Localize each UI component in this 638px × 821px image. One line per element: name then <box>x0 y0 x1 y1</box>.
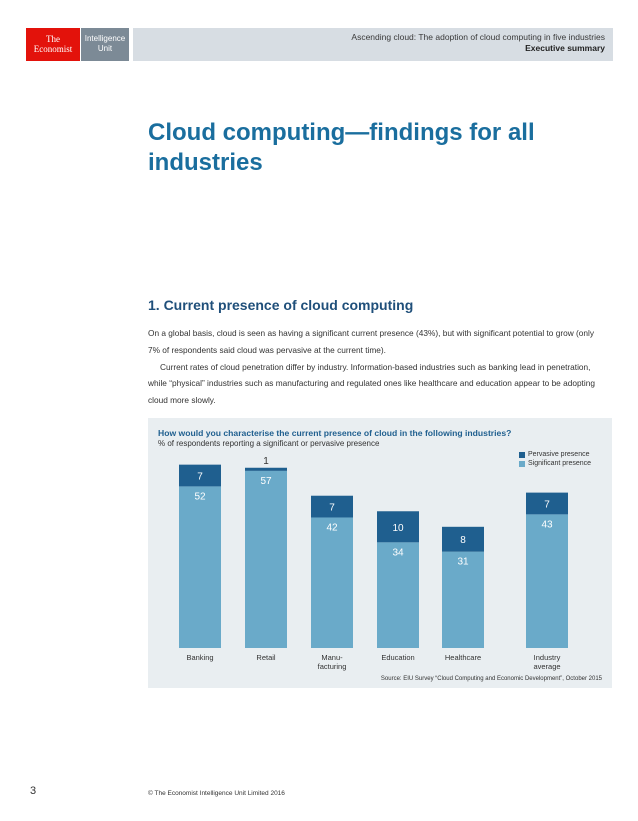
data-label-significant: 57 <box>260 476 272 487</box>
bar-pervasive <box>442 526 484 552</box>
data-label-pervasive: 8 <box>460 535 466 546</box>
data-label-significant: 52 <box>194 491 206 502</box>
bar-pervasive <box>245 467 287 471</box>
chart-subtitle: % of respondents reporting a significant… <box>158 439 380 448</box>
bar-significant <box>245 470 287 648</box>
category-label: Retail <box>256 653 276 662</box>
copyright: © The Economist Intelligence Unit Limite… <box>148 790 285 797</box>
category-label: average <box>533 662 560 671</box>
data-label-significant: 34 <box>392 547 404 558</box>
chart-title: How would you characterise the current p… <box>158 428 512 438</box>
page-title: Cloud computing—findings for all industr… <box>148 119 535 176</box>
chart-legend: Pervasive presence Significant presence <box>519 450 591 468</box>
legend-item-pervasive: Pervasive presence <box>519 450 591 459</box>
paragraph-1: On a global basis, cloud is seen as havi… <box>148 328 594 355</box>
legend-swatch-significant <box>519 460 525 467</box>
bar-significant <box>442 551 484 648</box>
data-label-significant: 43 <box>541 519 553 530</box>
bar-pervasive <box>179 464 221 487</box>
body-text: On a global basis, cloud is seen as havi… <box>148 325 608 409</box>
page-number: 3 <box>30 785 37 797</box>
bar-significant <box>526 514 568 648</box>
logo-line-3: Intelligence <box>84 34 126 43</box>
section-label: Executive summary <box>525 43 605 53</box>
chart-panel: 52 7 Banking 57 1 Retail 42 7 Manu-facturing 34 10… <box>148 418 612 688</box>
bar-pervasive <box>377 511 419 543</box>
category-label: Education <box>381 653 414 662</box>
intelligence-unit-logo: Intelligence Unit <box>81 28 129 61</box>
legend-item-significant: Significant presence <box>519 459 591 468</box>
logo-line-2: Economist <box>33 44 73 54</box>
legend-swatch-pervasive <box>519 451 525 458</box>
bar-significant <box>377 542 419 648</box>
report-title: Ascending cloud: The adoption of cloud c… <box>351 32 605 42</box>
category-label: Manu- <box>321 653 343 662</box>
legend-label-pervasive: Pervasive presence <box>528 451 590 458</box>
bar-pervasive <box>526 492 568 515</box>
data-label-pervasive: 10 <box>392 523 404 534</box>
bar-pervasive <box>311 495 353 518</box>
data-label-pervasive: 1 <box>263 456 269 467</box>
data-label-pervasive: 7 <box>197 472 203 483</box>
header-bar: Ascending cloud: The adoption of cloud c… <box>133 28 613 61</box>
data-label-significant: 31 <box>457 557 469 568</box>
category-label: facturing <box>318 662 347 671</box>
logo-line-4: Unit <box>97 44 113 53</box>
data-label-pervasive: 7 <box>544 499 550 510</box>
bar-significant <box>179 486 221 648</box>
category-label: Banking <box>186 653 213 662</box>
legend-label-significant: Significant presence <box>528 460 592 467</box>
logo-line-1: The <box>46 34 60 44</box>
section-title: 1. Current presence of cloud computing <box>148 297 414 313</box>
economist-logo: The Economist <box>26 28 80 61</box>
category-label: Healthcare <box>445 653 481 662</box>
data-label-pervasive: 7 <box>329 503 335 514</box>
bar-significant <box>311 517 353 648</box>
category-label: Industry <box>534 653 561 662</box>
chart-source: Source: EIU Survey “Cloud Computing and … <box>380 676 602 682</box>
bar-chart: 52 7 Banking 57 1 Retail 42 7 Manu-facturing 34 10… <box>179 456 568 671</box>
data-label-significant: 42 <box>326 522 338 533</box>
paragraph-2: Current rates of cloud penetration diffe… <box>148 361 595 406</box>
